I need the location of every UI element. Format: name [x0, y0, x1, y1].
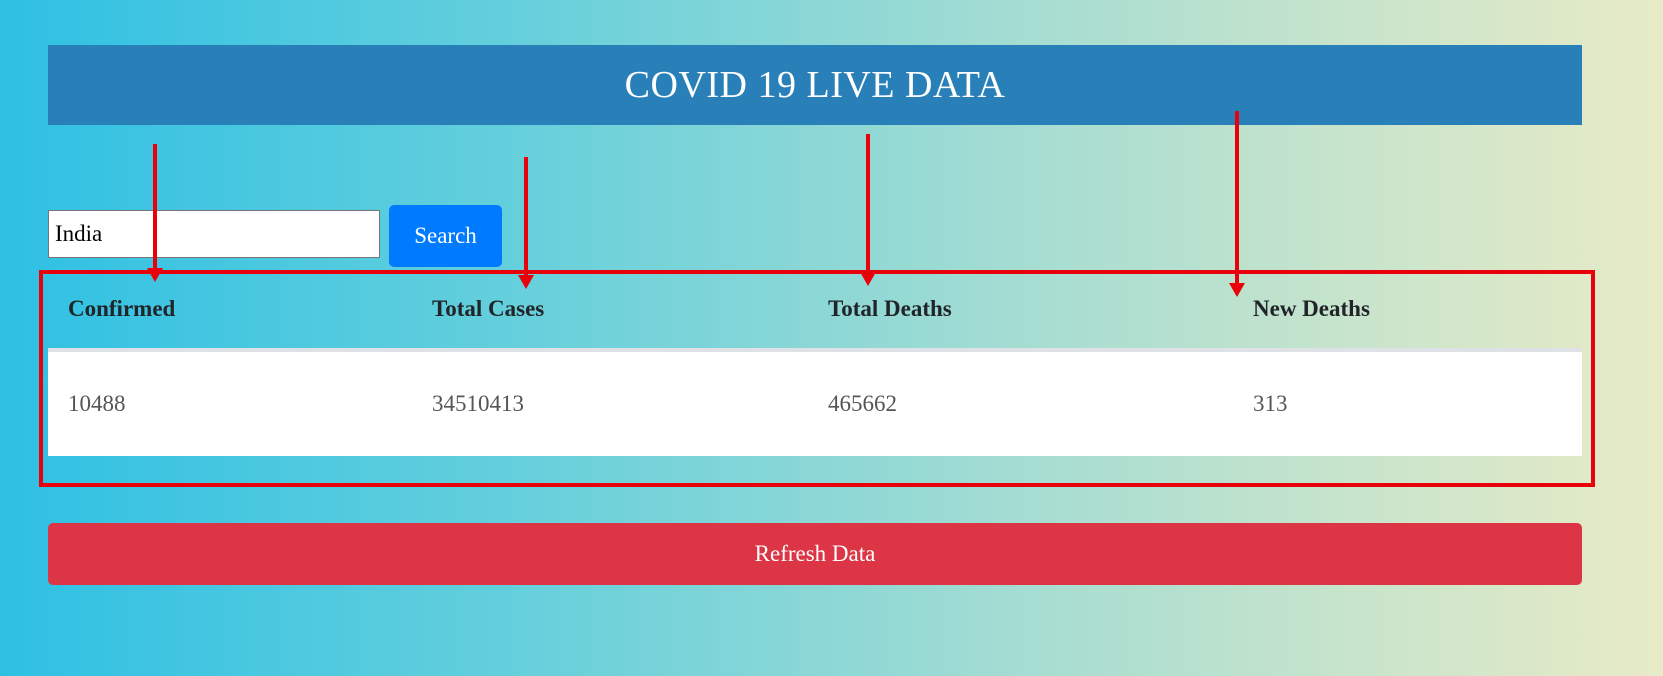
cell-total-deaths: 465662: [808, 350, 1233, 456]
annotation-arrow-total-cases: [518, 157, 534, 289]
table-header-row: Confirmed Total Cases Total Deaths New D…: [48, 270, 1582, 352]
page-header: COVID 19 LIVE DATA: [48, 45, 1582, 125]
search-input[interactable]: [48, 210, 380, 258]
header-total-deaths: Total Deaths: [808, 270, 1233, 352]
search-button[interactable]: Search: [389, 205, 502, 267]
header-new-deaths: New Deaths: [1233, 270, 1582, 352]
cell-new-deaths: 313: [1233, 350, 1582, 456]
header-confirmed: Confirmed: [48, 270, 412, 352]
cell-confirmed: 10488: [48, 350, 412, 456]
page-title: COVID 19 LIVE DATA: [624, 64, 1006, 106]
header-total-cases: Total Cases: [412, 270, 808, 352]
annotation-arrow-total-deaths: [860, 134, 876, 286]
refresh-data-button[interactable]: Refresh Data: [48, 523, 1582, 585]
cell-total-cases: 34510413: [412, 350, 808, 456]
table-row: 10488 34510413 465662 313: [48, 350, 1582, 456]
annotation-arrow-new-deaths: [1229, 111, 1245, 297]
covid-data-table: Confirmed Total Cases Total Deaths New D…: [48, 270, 1582, 456]
